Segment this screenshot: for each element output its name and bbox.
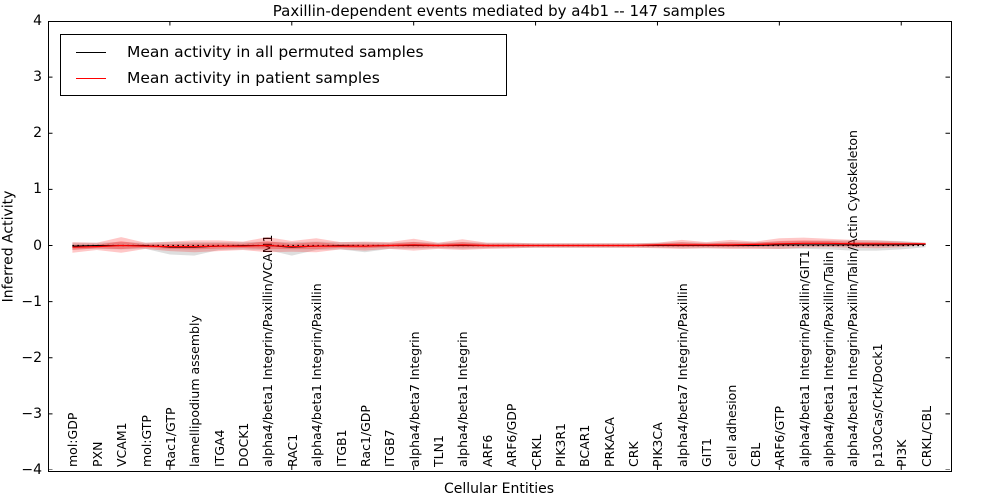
legend-item-permuted: Mean activity in all permuted samples xyxy=(71,39,496,65)
y-tick-label: 0 xyxy=(33,237,42,254)
x-category-label: alpha4/beta7 Integrin/Paxillin xyxy=(674,283,690,467)
x-category-label: Rac1/GDP xyxy=(357,405,373,467)
x-category-label: PIK3CA xyxy=(650,422,666,467)
x-category-label: alpha4/beta1 Integrin/Paxillin xyxy=(309,283,325,467)
x-category-label: RAC1 xyxy=(284,433,300,467)
x-category-label: alpha4/beta1 Integrin/Paxillin/Talin/Act… xyxy=(845,130,861,467)
x-category-label: ARF6 xyxy=(479,434,495,467)
legend-item-patient: Mean activity in patient samples xyxy=(71,65,496,91)
legend: Mean activity in all permuted samples Me… xyxy=(60,34,507,96)
x-category-label: GIT1 xyxy=(699,438,715,467)
x-category-label: cell adhesion xyxy=(723,384,739,467)
x-category-label: Rac1/GTP xyxy=(162,407,178,467)
legend-line-patient-icon xyxy=(76,77,106,79)
legend-label-patient: Mean activity in patient samples xyxy=(127,69,380,87)
x-category-label: DOCK1 xyxy=(236,422,252,467)
y-tick-label: −4 xyxy=(21,462,42,478)
legend-line-permuted-icon xyxy=(76,51,106,53)
x-category-label: alpha4/beta7 Integrin xyxy=(406,331,422,467)
x-category-label: PRKACA xyxy=(601,417,617,467)
x-category-label: PI3K xyxy=(894,439,910,467)
x-category-label: BCAR1 xyxy=(577,424,593,467)
x-category-label: CBL xyxy=(747,442,763,467)
chart-title: Paxillin-dependent events mediated by a4… xyxy=(272,2,726,20)
x-category-label: CRK xyxy=(626,441,642,467)
y-tick-label: 4 xyxy=(33,13,42,29)
plot-area xyxy=(48,21,952,472)
x-category-label: VCAM1 xyxy=(114,422,130,467)
y-tick-label: −2 xyxy=(21,349,42,366)
x-category-label: alpha4/beta1 Integrin/Paxillin/Talin xyxy=(821,251,837,467)
x-category-label: ITGB1 xyxy=(333,429,349,467)
x-category-label: mol:GTP xyxy=(138,415,154,467)
x-category-label: CRKL xyxy=(528,434,544,467)
x-category-label: lamellipodium assembly xyxy=(187,315,203,467)
x-category-label: PIK3R1 xyxy=(552,422,568,467)
y-tick-label: 3 xyxy=(33,69,42,86)
x-category-label: alpha4/beta1 Integrin/Paxillin/GIT1 xyxy=(796,250,812,467)
x-category-label: TLN1 xyxy=(431,435,447,467)
y-tick-label: 1 xyxy=(33,181,42,198)
x-category-label: alpha4/beta1 Integrin xyxy=(455,331,471,467)
legend-label-permuted: Mean activity in all permuted samples xyxy=(127,43,424,61)
x-category-label: ARF6/GTP xyxy=(772,405,788,467)
x-category-label: mol:GDP xyxy=(65,412,81,467)
x-category-label: alpha4/beta1 Integrin/Paxillin/VCAM1 xyxy=(260,234,276,467)
y-tick-label: −3 xyxy=(21,405,42,422)
x-category-label: CRKL/CBL xyxy=(918,405,934,467)
x-category-label: p130Cas/Crk/Dock1 xyxy=(869,343,885,467)
x-category-label: ARF6/GDP xyxy=(504,403,520,467)
x-category-label: PXN xyxy=(89,441,105,467)
y-tick-label: 2 xyxy=(33,125,42,142)
x-axis-label: Cellular Entities xyxy=(443,481,555,497)
y-tick-label: −1 xyxy=(21,293,42,310)
x-category-label: ITGB7 xyxy=(382,429,398,467)
x-category-label: ITGA4 xyxy=(211,429,227,467)
